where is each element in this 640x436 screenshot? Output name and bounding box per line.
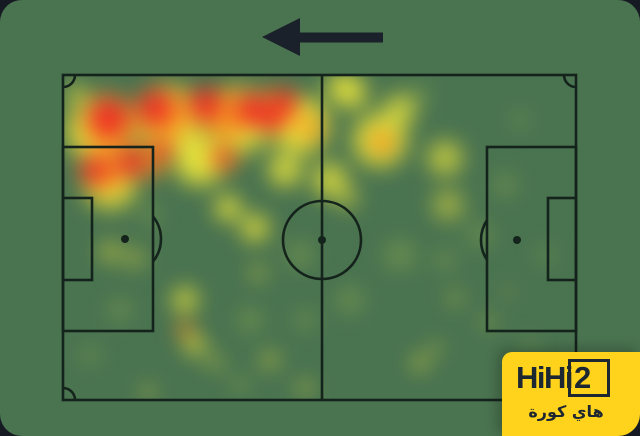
- heat-blob: [285, 300, 326, 341]
- left-penalty-arc: [151, 215, 163, 263]
- heat-blob: [425, 239, 466, 280]
- heat-blob: [290, 372, 321, 400]
- heat-blob: [72, 337, 109, 374]
- heat-blob: [497, 282, 518, 303]
- logo-number: 2: [574, 360, 592, 395]
- centre-circle: [281, 199, 363, 281]
- heat-blob: [116, 239, 153, 276]
- heat-blob: [225, 296, 274, 345]
- heat-blob: [200, 347, 229, 376]
- corner-arc-bottom-left: [62, 386, 77, 401]
- heat-blob: [249, 97, 294, 142]
- right-goal-area: [546, 196, 578, 282]
- heat-blob: [360, 119, 405, 164]
- logo-subtitle: هاي كورة: [528, 402, 604, 421]
- corner-arc-top-right: [562, 74, 577, 89]
- left-penalty-area: [61, 145, 155, 333]
- heat-blob: [170, 315, 201, 346]
- left-penalty-spot: [121, 235, 129, 243]
- hihi2-logo: HiHi 2 هاي كورة: [502, 352, 640, 436]
- left-goal-area: [61, 196, 94, 282]
- heat-blob: [441, 284, 468, 311]
- heat-blob: [483, 162, 528, 207]
- heat-blob: [145, 132, 182, 169]
- heat-blob: [323, 273, 376, 326]
- pitch-spots: [121, 235, 521, 244]
- attack-direction-arrow-icon: [262, 18, 383, 56]
- logo-number-frame: [568, 359, 610, 397]
- heat-blob: [370, 225, 431, 286]
- heat-blob: [405, 347, 436, 378]
- heat-blob: [135, 378, 162, 400]
- corner-arc-top-left: [62, 74, 77, 89]
- heat-blob: [419, 177, 476, 233]
- heat-blob: [502, 101, 539, 138]
- pitch-heat-area: [63, 75, 576, 400]
- pitch-markings: [61, 73, 578, 402]
- heat-blob: [206, 141, 239, 174]
- heat-blob: [204, 183, 253, 232]
- heat-blob: [221, 367, 258, 400]
- right-penalty-area: [485, 145, 578, 333]
- heat-blob: [423, 336, 448, 360]
- logo-text: HiHi: [516, 360, 574, 395]
- heat-blob: [97, 287, 142, 332]
- heat-layer: [63, 75, 576, 400]
- centre-spot: [318, 236, 326, 244]
- heat-blob: [254, 344, 287, 377]
- right-penalty-spot: [513, 236, 521, 244]
- heat-blob: [243, 258, 272, 287]
- right-penalty-arc: [479, 219, 489, 261]
- heat-blob: [527, 237, 564, 274]
